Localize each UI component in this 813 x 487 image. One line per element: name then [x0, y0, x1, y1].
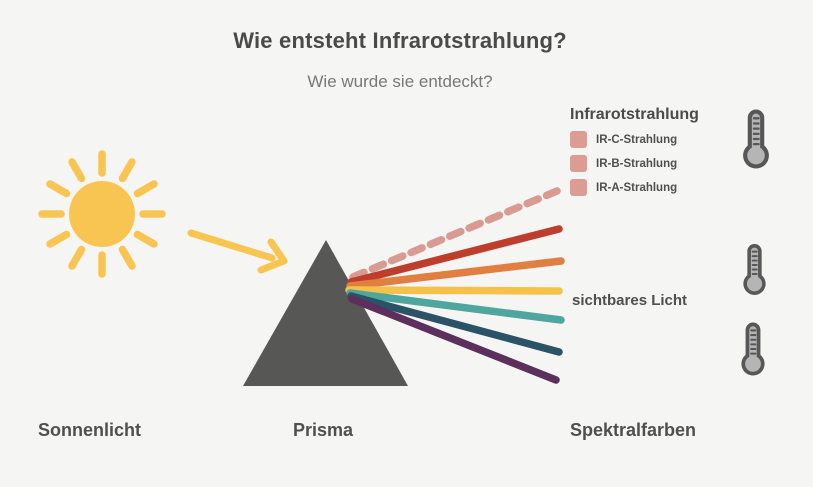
- thermometer-icon-1: [741, 109, 771, 169]
- thermometer-icon-2: [742, 242, 767, 297]
- legend-item-label: IR-C-Strahlung: [596, 133, 678, 146]
- ray-blue: [347, 292, 563, 356]
- sun-ray: [133, 230, 158, 248]
- label-visible-light: sichtbares Licht: [572, 292, 688, 309]
- sun-ray: [68, 158, 86, 183]
- legend-title: Infrarotstrahlung: [570, 106, 699, 123]
- arrow-head: [257, 238, 288, 274]
- sun-ray: [46, 230, 71, 248]
- sun-core: [69, 181, 135, 247]
- sun-rays: [38, 150, 166, 278]
- legend-swatch-icon: [570, 155, 587, 172]
- sun-ray: [68, 245, 86, 270]
- sun-ray: [118, 245, 136, 270]
- prism-shape: [243, 240, 408, 386]
- ray-yellow: [345, 286, 563, 295]
- page-title: Wie entsteht Infrarotstrahlung?: [233, 28, 567, 53]
- thermometers: [740, 109, 771, 377]
- ray-teal: [346, 289, 565, 324]
- ray-red: [347, 225, 563, 286]
- legend-swatch-icon: [570, 179, 587, 196]
- page-subtitle: Wie wurde sie entdeckt?: [307, 72, 493, 91]
- legend-item-label: IR-A-Strahlung: [596, 181, 678, 194]
- legend-items: IR-C-Strahlung IR-B-Strahlung IR-A-Strahlu…: [570, 131, 699, 196]
- label-prism: Prisma: [293, 420, 354, 440]
- ray-purple: [348, 295, 560, 384]
- arrow-shaft: [187, 229, 276, 262]
- spectral-rays: [345, 187, 565, 384]
- legend-item: IR-A-Strahlung: [570, 179, 699, 196]
- ray-orange: [346, 257, 565, 290]
- sun-ray: [133, 180, 158, 198]
- legend-item-label: IR-B-Strahlung: [596, 157, 678, 170]
- legend-item: IR-B-Strahlung: [570, 155, 699, 172]
- sun-icon: [38, 150, 166, 278]
- thermometer-icon-3: [740, 321, 766, 377]
- sun-ray: [46, 180, 71, 198]
- arrow-icon: [187, 229, 288, 274]
- ray-infrared: [349, 187, 561, 281]
- sun-ray: [118, 158, 136, 183]
- label-sunlight: Sonnenlicht: [38, 420, 141, 440]
- legend-swatch-icon: [570, 131, 587, 148]
- label-spectral-colors: Spektralfarben: [570, 420, 697, 440]
- legend-item: IR-C-Strahlung: [570, 131, 699, 148]
- infrared-legend: Infrarotstrahlung IR-C-Strahlung IR-B-Str…: [570, 106, 699, 196]
